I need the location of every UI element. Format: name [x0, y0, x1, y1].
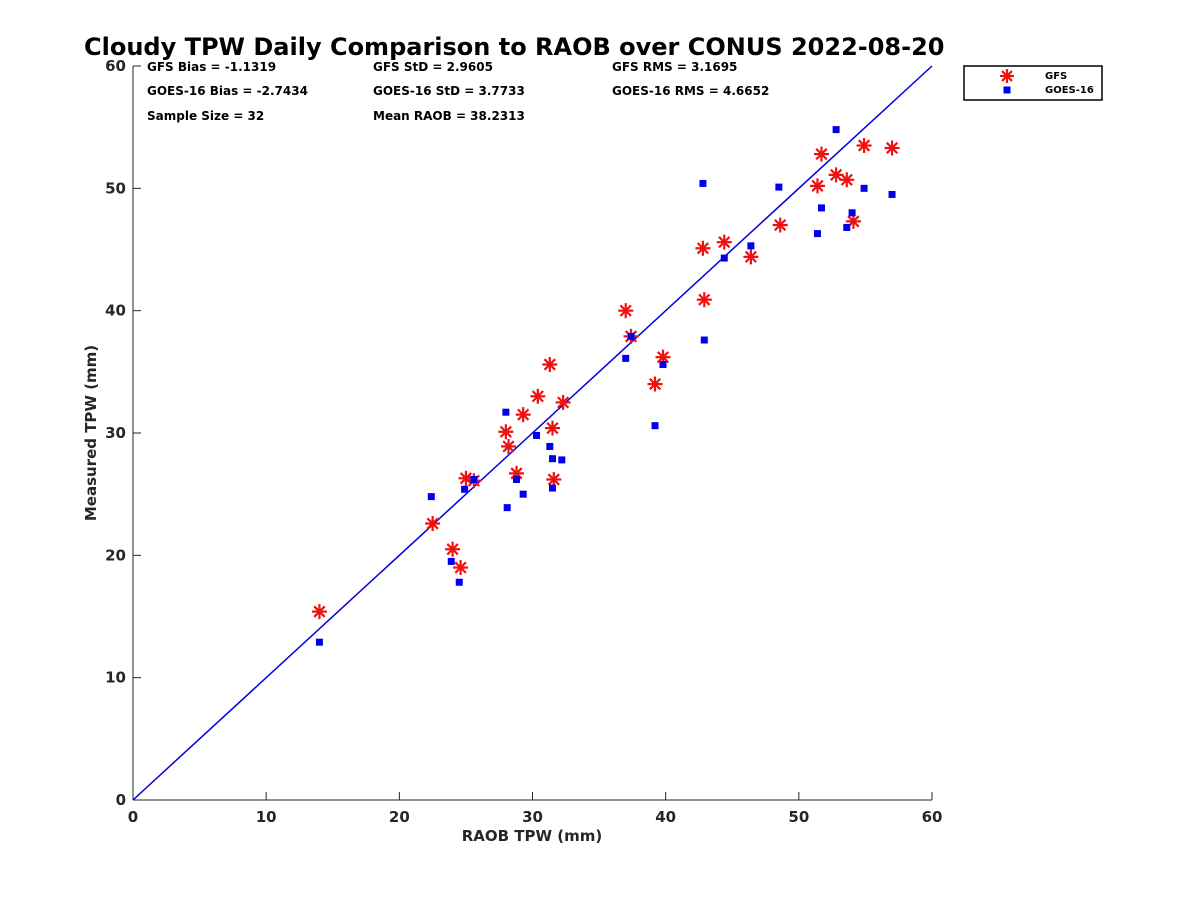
- goes16-point: [461, 485, 469, 493]
- goes16-point: [455, 578, 463, 586]
- gfs-point: [498, 424, 514, 440]
- stat-r0-c1: GFS StD = 2.9605: [373, 60, 493, 74]
- goes16-point: [813, 230, 821, 238]
- gfs-point: [501, 438, 517, 454]
- goes16-point: [720, 254, 728, 262]
- goes16-point: [532, 431, 540, 439]
- goes16-point: [848, 209, 856, 217]
- y-axis-ticks: 0 10 20 30 40 50 60: [105, 57, 141, 809]
- goes16-point: [627, 332, 635, 340]
- goes16-point: [546, 442, 554, 450]
- gfs-point: [530, 388, 546, 404]
- goes16-point: [315, 638, 323, 646]
- stat-r0-c2: GFS RMS = 3.1695: [612, 60, 737, 74]
- one-to-one-reference-line: [132, 65, 933, 801]
- plot-area: 0 10 20 30 40 50 60 0 10 20 30 40 50 60: [105, 57, 942, 826]
- goes16-point: [548, 455, 556, 463]
- goes16-point: [817, 204, 825, 212]
- legend: GFS GOES-16: [963, 65, 1103, 101]
- goes16-point: [659, 360, 667, 368]
- gfs-point: [813, 146, 829, 162]
- x-tick-label: 40: [655, 808, 676, 826]
- y-tick-label: 50: [105, 179, 126, 197]
- goes16-point: [699, 179, 707, 187]
- gfs-point: [546, 471, 562, 487]
- x-axis-label: RAOB TPW (mm): [462, 827, 603, 845]
- x-tick-label: 0: [128, 808, 138, 826]
- goes16-point: [502, 408, 510, 416]
- y-tick-label: 10: [105, 669, 126, 687]
- legend-box: [963, 65, 1103, 101]
- goes16-point: [513, 475, 521, 483]
- stat-r1-c1: GOES-16 StD = 3.7733: [373, 84, 525, 98]
- gfs-point: [544, 420, 560, 436]
- legend-goes16-marker: [1003, 86, 1011, 94]
- goes16-point: [775, 183, 783, 191]
- gfs-point: [884, 140, 900, 156]
- series-goes-16: [315, 126, 896, 646]
- gfs-point: [453, 560, 469, 576]
- gfs-point: [695, 240, 711, 256]
- gfs-point: [743, 249, 759, 265]
- y-tick-label: 60: [105, 57, 126, 75]
- goes16-point: [843, 223, 851, 231]
- y-tick-label: 40: [105, 302, 126, 320]
- gfs-point: [696, 292, 712, 308]
- goes16-point: [651, 422, 659, 430]
- stat-r0-c0: GFS Bias = -1.1319: [147, 60, 276, 74]
- x-tick-label: 50: [788, 808, 809, 826]
- x-tick-label: 20: [389, 808, 410, 826]
- stat-r1-c2: GOES-16 RMS = 4.6652: [612, 84, 769, 98]
- stat-r1-c0: GOES-16 Bias = -2.7434: [147, 84, 308, 98]
- legend-label: GOES-16: [1045, 85, 1094, 96]
- goes16-point: [860, 184, 868, 192]
- chart-title: Cloudy TPW Daily Comparison to RAOB over…: [84, 33, 944, 61]
- goes16-point: [519, 490, 527, 498]
- x-tick-label: 30: [522, 808, 543, 826]
- gfs-point: [515, 407, 531, 423]
- x-axis-ticks: 0 10 20 30 40 50 60: [128, 792, 943, 826]
- x-tick-label: 10: [256, 808, 277, 826]
- y-tick-label: 20: [105, 546, 126, 564]
- gfs-point: [618, 303, 634, 319]
- goes16-point: [503, 504, 511, 512]
- goes16-point: [558, 456, 566, 464]
- gfs-point: [839, 172, 855, 188]
- gfs-point: [542, 356, 558, 372]
- series-gfs: [311, 138, 900, 620]
- gfs-point: [828, 167, 844, 183]
- goes16-point: [470, 475, 478, 483]
- legend-label: GFS: [1045, 71, 1067, 82]
- goes16-point: [832, 126, 840, 134]
- statistics-block: GFS Bias = -1.1319 GFS StD = 2.9605 GFS RM…: [147, 60, 769, 123]
- stat-r2-c1: Mean RAOB = 38.2313: [373, 109, 525, 123]
- gfs-point: [809, 178, 825, 194]
- goes16-point: [747, 242, 755, 250]
- gfs-point: [425, 516, 441, 532]
- y-tick-label: 0: [116, 791, 126, 809]
- goes16-point: [622, 354, 630, 362]
- goes16-point: [888, 190, 896, 198]
- gfs-point: [311, 604, 327, 620]
- y-tick-label: 30: [105, 424, 126, 442]
- stat-r2-c0: Sample Size = 32: [147, 109, 264, 123]
- goes16-point: [447, 557, 455, 565]
- gfs-point: [647, 376, 663, 392]
- goes16-point: [700, 336, 708, 344]
- y-axis-label: Measured TPW (mm): [82, 345, 100, 521]
- gfs-point: [772, 217, 788, 233]
- data-points: [311, 126, 900, 646]
- gfs-point: [555, 394, 571, 410]
- gfs-point: [856, 138, 872, 154]
- gfs-point: [716, 234, 732, 250]
- gfs-point: [445, 541, 461, 557]
- legend-gfs-marker: [1000, 69, 1014, 83]
- goes16-point: [427, 493, 435, 501]
- goes16-point: [548, 484, 556, 492]
- x-tick-label: 60: [922, 808, 943, 826]
